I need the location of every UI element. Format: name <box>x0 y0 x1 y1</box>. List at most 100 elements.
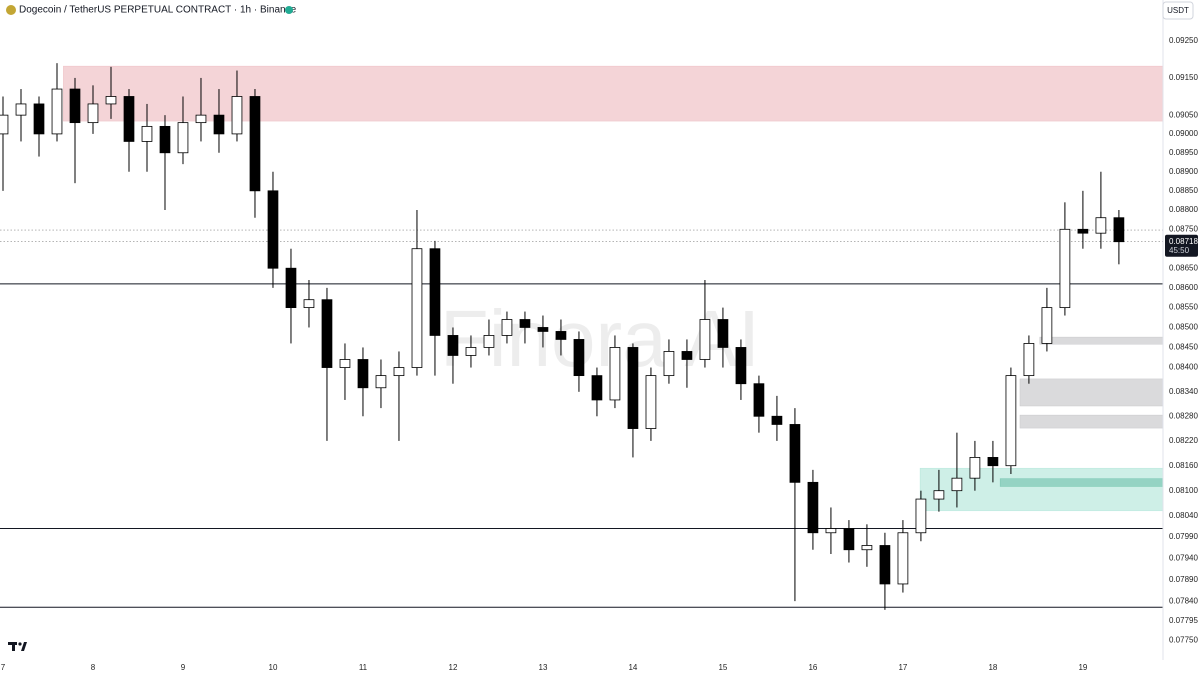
candle-body <box>0 114 9 135</box>
candle-body <box>699 319 711 360</box>
y-tick-label: 0.07890 <box>1169 575 1198 584</box>
coin-icon <box>6 5 16 15</box>
candle-body <box>321 299 333 368</box>
y-tick-label: 0.08600 <box>1169 283 1198 292</box>
candle-body <box>105 96 117 105</box>
x-tick-label: 17 <box>898 663 907 672</box>
candle-body <box>465 347 477 356</box>
candle-body <box>825 528 837 534</box>
zone <box>63 65 1164 122</box>
y-tick-label: 0.08650 <box>1169 263 1198 272</box>
y-tick-label: 0.08400 <box>1169 363 1198 372</box>
tv-logo <box>8 642 27 651</box>
zone <box>999 478 1164 487</box>
candle-body <box>123 96 135 142</box>
candle-body <box>15 103 27 116</box>
status-dot <box>285 6 293 14</box>
candle-body <box>807 481 819 534</box>
candle-body <box>87 103 99 124</box>
y-tick-label: 0.07940 <box>1169 553 1198 562</box>
candle-body <box>1059 228 1071 309</box>
countdown-label: 45:50 <box>1169 246 1190 255</box>
price-tag-label: 0.08718 <box>1169 237 1198 246</box>
x-tick-label: 12 <box>449 663 458 672</box>
y-tick-label: 0.09000 <box>1169 129 1198 138</box>
candle-body <box>915 498 927 534</box>
x-tick-label: 9 <box>181 663 186 672</box>
x-tick-label: 11 <box>359 663 368 672</box>
candle-body <box>609 347 621 401</box>
candle-body <box>861 545 873 551</box>
candle-body <box>969 457 981 479</box>
candle-body <box>375 375 387 389</box>
price-axis <box>1163 0 1200 675</box>
y-tick-label: 0.07990 <box>1169 532 1198 541</box>
candle-body <box>645 375 657 429</box>
candle-body <box>753 383 765 417</box>
y-tick-label: 0.07840 <box>1169 596 1198 605</box>
candle-body <box>1023 343 1035 377</box>
price-tag <box>1165 234 1198 257</box>
candle-body <box>501 319 513 336</box>
x-tick-label: 7 <box>1 663 6 672</box>
y-tick-label: 0.07750 <box>1169 635 1198 644</box>
candle-body <box>627 347 639 429</box>
candle-body <box>897 532 909 585</box>
y-tick-label: 0.08500 <box>1169 323 1198 332</box>
candle-body <box>555 331 567 340</box>
currency-label[interactable]: USDT <box>1167 6 1189 15</box>
candle-body <box>213 114 225 135</box>
candle-body <box>141 125 153 142</box>
y-tick-label: 0.07795 <box>1169 616 1198 625</box>
y-tick-label: 0.08950 <box>1169 148 1198 157</box>
candle-body <box>987 457 999 467</box>
x-tick-label: 8 <box>91 663 96 672</box>
x-tick-label: 10 <box>269 663 278 672</box>
candle-body <box>681 351 693 360</box>
candle-body <box>663 351 675 377</box>
x-tick-label: 13 <box>539 663 548 672</box>
candle-body <box>879 545 891 585</box>
candle-body <box>1077 228 1089 234</box>
candle-body <box>33 103 45 135</box>
y-tick-label: 0.08550 <box>1169 303 1198 312</box>
candle-body <box>51 88 63 135</box>
candle-body <box>735 347 747 385</box>
currency-button[interactable] <box>1162 1 1194 20</box>
y-tick-label: 0.08850 <box>1169 186 1198 195</box>
y-tick-label: 0.08800 <box>1169 205 1198 214</box>
candle-body <box>69 88 81 124</box>
symbol-title: Dogecoin / TetherUS PERPETUAL CONTRACT ·… <box>19 5 297 16</box>
y-tick-label: 0.08160 <box>1169 461 1198 470</box>
candle-body <box>339 359 351 368</box>
y-tick-label: 0.08340 <box>1169 387 1198 396</box>
candle-body <box>1005 375 1017 467</box>
x-tick-label: 15 <box>718 663 727 672</box>
y-tick-label: 0.08750 <box>1169 224 1198 233</box>
candle-body <box>303 299 315 309</box>
candle-body <box>933 490 945 500</box>
y-tick-label: 0.08100 <box>1169 486 1198 495</box>
y-tick-label: 0.08280 <box>1169 411 1198 420</box>
candle-body <box>591 375 603 401</box>
candle-body <box>1041 307 1053 344</box>
candle-body <box>231 96 243 135</box>
zone <box>1019 414 1164 429</box>
candle-body <box>357 359 369 389</box>
candle-body <box>1113 217 1125 243</box>
candle-body <box>951 477 963 492</box>
x-tick-label: 18 <box>988 663 997 672</box>
y-tick-label: 0.08220 <box>1169 436 1198 445</box>
y-tick-label: 0.09150 <box>1169 73 1198 82</box>
candle-body <box>393 367 405 377</box>
zone <box>1039 336 1164 345</box>
candle-body <box>789 424 801 483</box>
zone <box>1019 378 1164 407</box>
y-tick-label: 0.09050 <box>1169 110 1198 119</box>
candle-body <box>483 335 495 348</box>
y-tick-label: 0.08450 <box>1169 343 1198 352</box>
x-tick-label: 14 <box>628 663 637 672</box>
x-tick-label: 16 <box>808 663 817 672</box>
candle-body <box>771 415 783 425</box>
